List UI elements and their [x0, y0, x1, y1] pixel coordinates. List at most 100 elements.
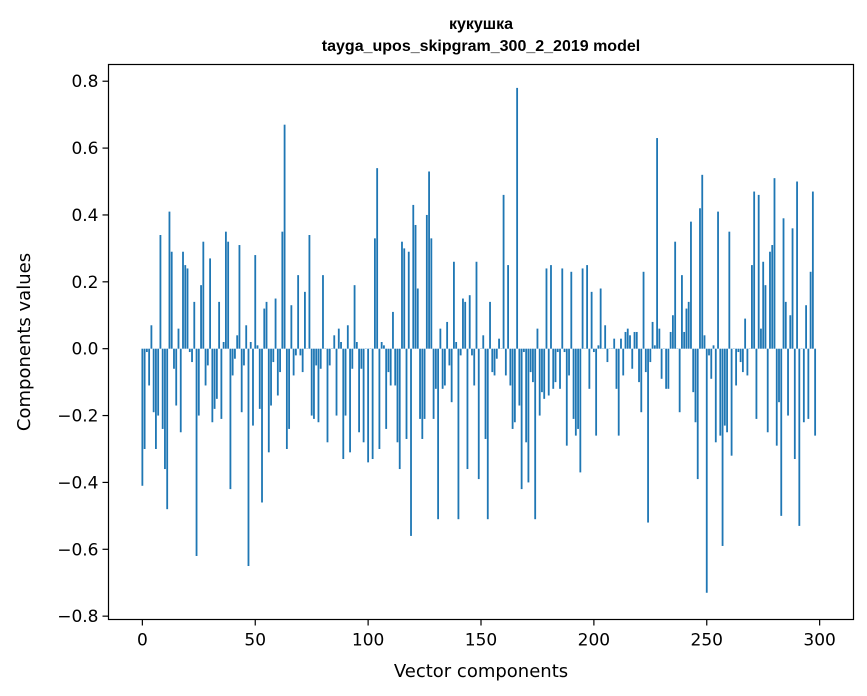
bar-244: [692, 348, 695, 393]
bar-45: [243, 348, 245, 366]
x-tick-label: 200: [578, 631, 610, 651]
bar-132: [439, 328, 442, 349]
bar-167: [518, 348, 521, 406]
bar-293: [802, 348, 805, 423]
bar-0: [141, 348, 144, 486]
bar-31: [211, 348, 214, 423]
bar-8: [159, 235, 162, 349]
bar-210: [615, 348, 618, 389]
bar-206: [606, 348, 609, 363]
bar-71: [301, 348, 304, 373]
bar-9: [161, 348, 164, 429]
bar-240: [683, 331, 686, 349]
bar-252: [710, 348, 713, 379]
bar-17: [179, 348, 182, 433]
y-axis-ticks: −0.8 −0.6 −0.4 −0.2 0.0 0.2 0.4 0.6 0.8: [57, 72, 109, 627]
y-tick-label: −0.2: [57, 407, 98, 427]
y-tick-label: 0.4: [71, 206, 98, 226]
bar-147: [473, 348, 476, 386]
bar-130: [434, 348, 437, 389]
bar-267: [744, 318, 747, 349]
bar-276: [764, 285, 767, 349]
bar-169: [522, 348, 525, 353]
bar-103: [373, 238, 376, 349]
bar-4: [150, 325, 153, 349]
bar-39: [229, 348, 232, 490]
bar-297: [811, 191, 814, 349]
bar-157: [495, 348, 498, 359]
bar-76: [313, 348, 315, 419]
bar-54: [263, 308, 266, 349]
bar-111: [392, 311, 394, 349]
bar-274: [760, 328, 762, 349]
bar-107: [383, 345, 385, 349]
bar-222: [642, 271, 645, 349]
bar-257: [721, 348, 724, 546]
bar-104: [376, 168, 379, 349]
bar-248: [701, 174, 704, 349]
bar-113: [396, 348, 399, 443]
bar-23: [193, 301, 196, 349]
bar-243: [690, 221, 692, 349]
bar-28: [204, 348, 207, 386]
bar-215: [626, 328, 629, 349]
bar-56: [267, 348, 270, 453]
bar-279: [771, 245, 774, 349]
bar-253: [712, 345, 715, 349]
bar-213: [622, 348, 625, 376]
bar-97: [360, 348, 363, 369]
bar-260: [728, 231, 731, 349]
bar-265: [739, 348, 742, 363]
bar-281: [775, 348, 778, 446]
bar-125: [423, 348, 426, 419]
bar-185: [559, 348, 561, 389]
bar-117: [405, 348, 408, 439]
bar-288: [791, 228, 794, 349]
bar-181: [550, 265, 552, 349]
bar-214: [624, 331, 627, 349]
bar-41: [234, 348, 236, 359]
bar-139: [455, 342, 458, 349]
bar-64: [285, 348, 288, 449]
bar-256: [719, 348, 722, 436]
bar-47: [247, 348, 250, 567]
bar-33: [215, 348, 218, 399]
bar-264: [737, 348, 740, 353]
bar-83: [328, 348, 331, 366]
x-tick-label: 100: [352, 631, 384, 651]
bar-58: [272, 348, 275, 363]
bar-268: [746, 348, 749, 376]
bar-272: [755, 348, 758, 419]
bar-220: [638, 348, 640, 383]
bar-195: [581, 268, 584, 349]
y-tick-label: −0.4: [57, 473, 98, 493]
bar-98: [362, 348, 365, 443]
bar-271: [753, 191, 756, 349]
bar-116: [403, 248, 406, 349]
x-tick-label: 0: [137, 631, 148, 651]
bar-283: [780, 348, 783, 516]
bar-48: [249, 342, 252, 349]
bar-158: [498, 338, 500, 349]
bar-166: [516, 87, 519, 349]
bar-212: [620, 338, 622, 349]
bar-156: [493, 348, 496, 376]
bar-131: [437, 348, 440, 520]
bar-295: [807, 348, 810, 419]
bar-25: [197, 348, 200, 416]
bar-123: [419, 348, 421, 419]
bar-77: [315, 348, 318, 366]
bar-11: [166, 348, 169, 510]
bar-145: [468, 295, 471, 349]
bar-224: [647, 348, 649, 523]
bar-184: [556, 348, 559, 353]
bar-92: [349, 348, 351, 453]
bar-290: [796, 181, 798, 349]
bar-218: [633, 331, 636, 349]
bar-161: [504, 348, 507, 376]
bar-172: [529, 348, 532, 373]
bar-280: [773, 178, 776, 349]
bar-108: [385, 348, 388, 429]
bar-102: [371, 348, 374, 460]
